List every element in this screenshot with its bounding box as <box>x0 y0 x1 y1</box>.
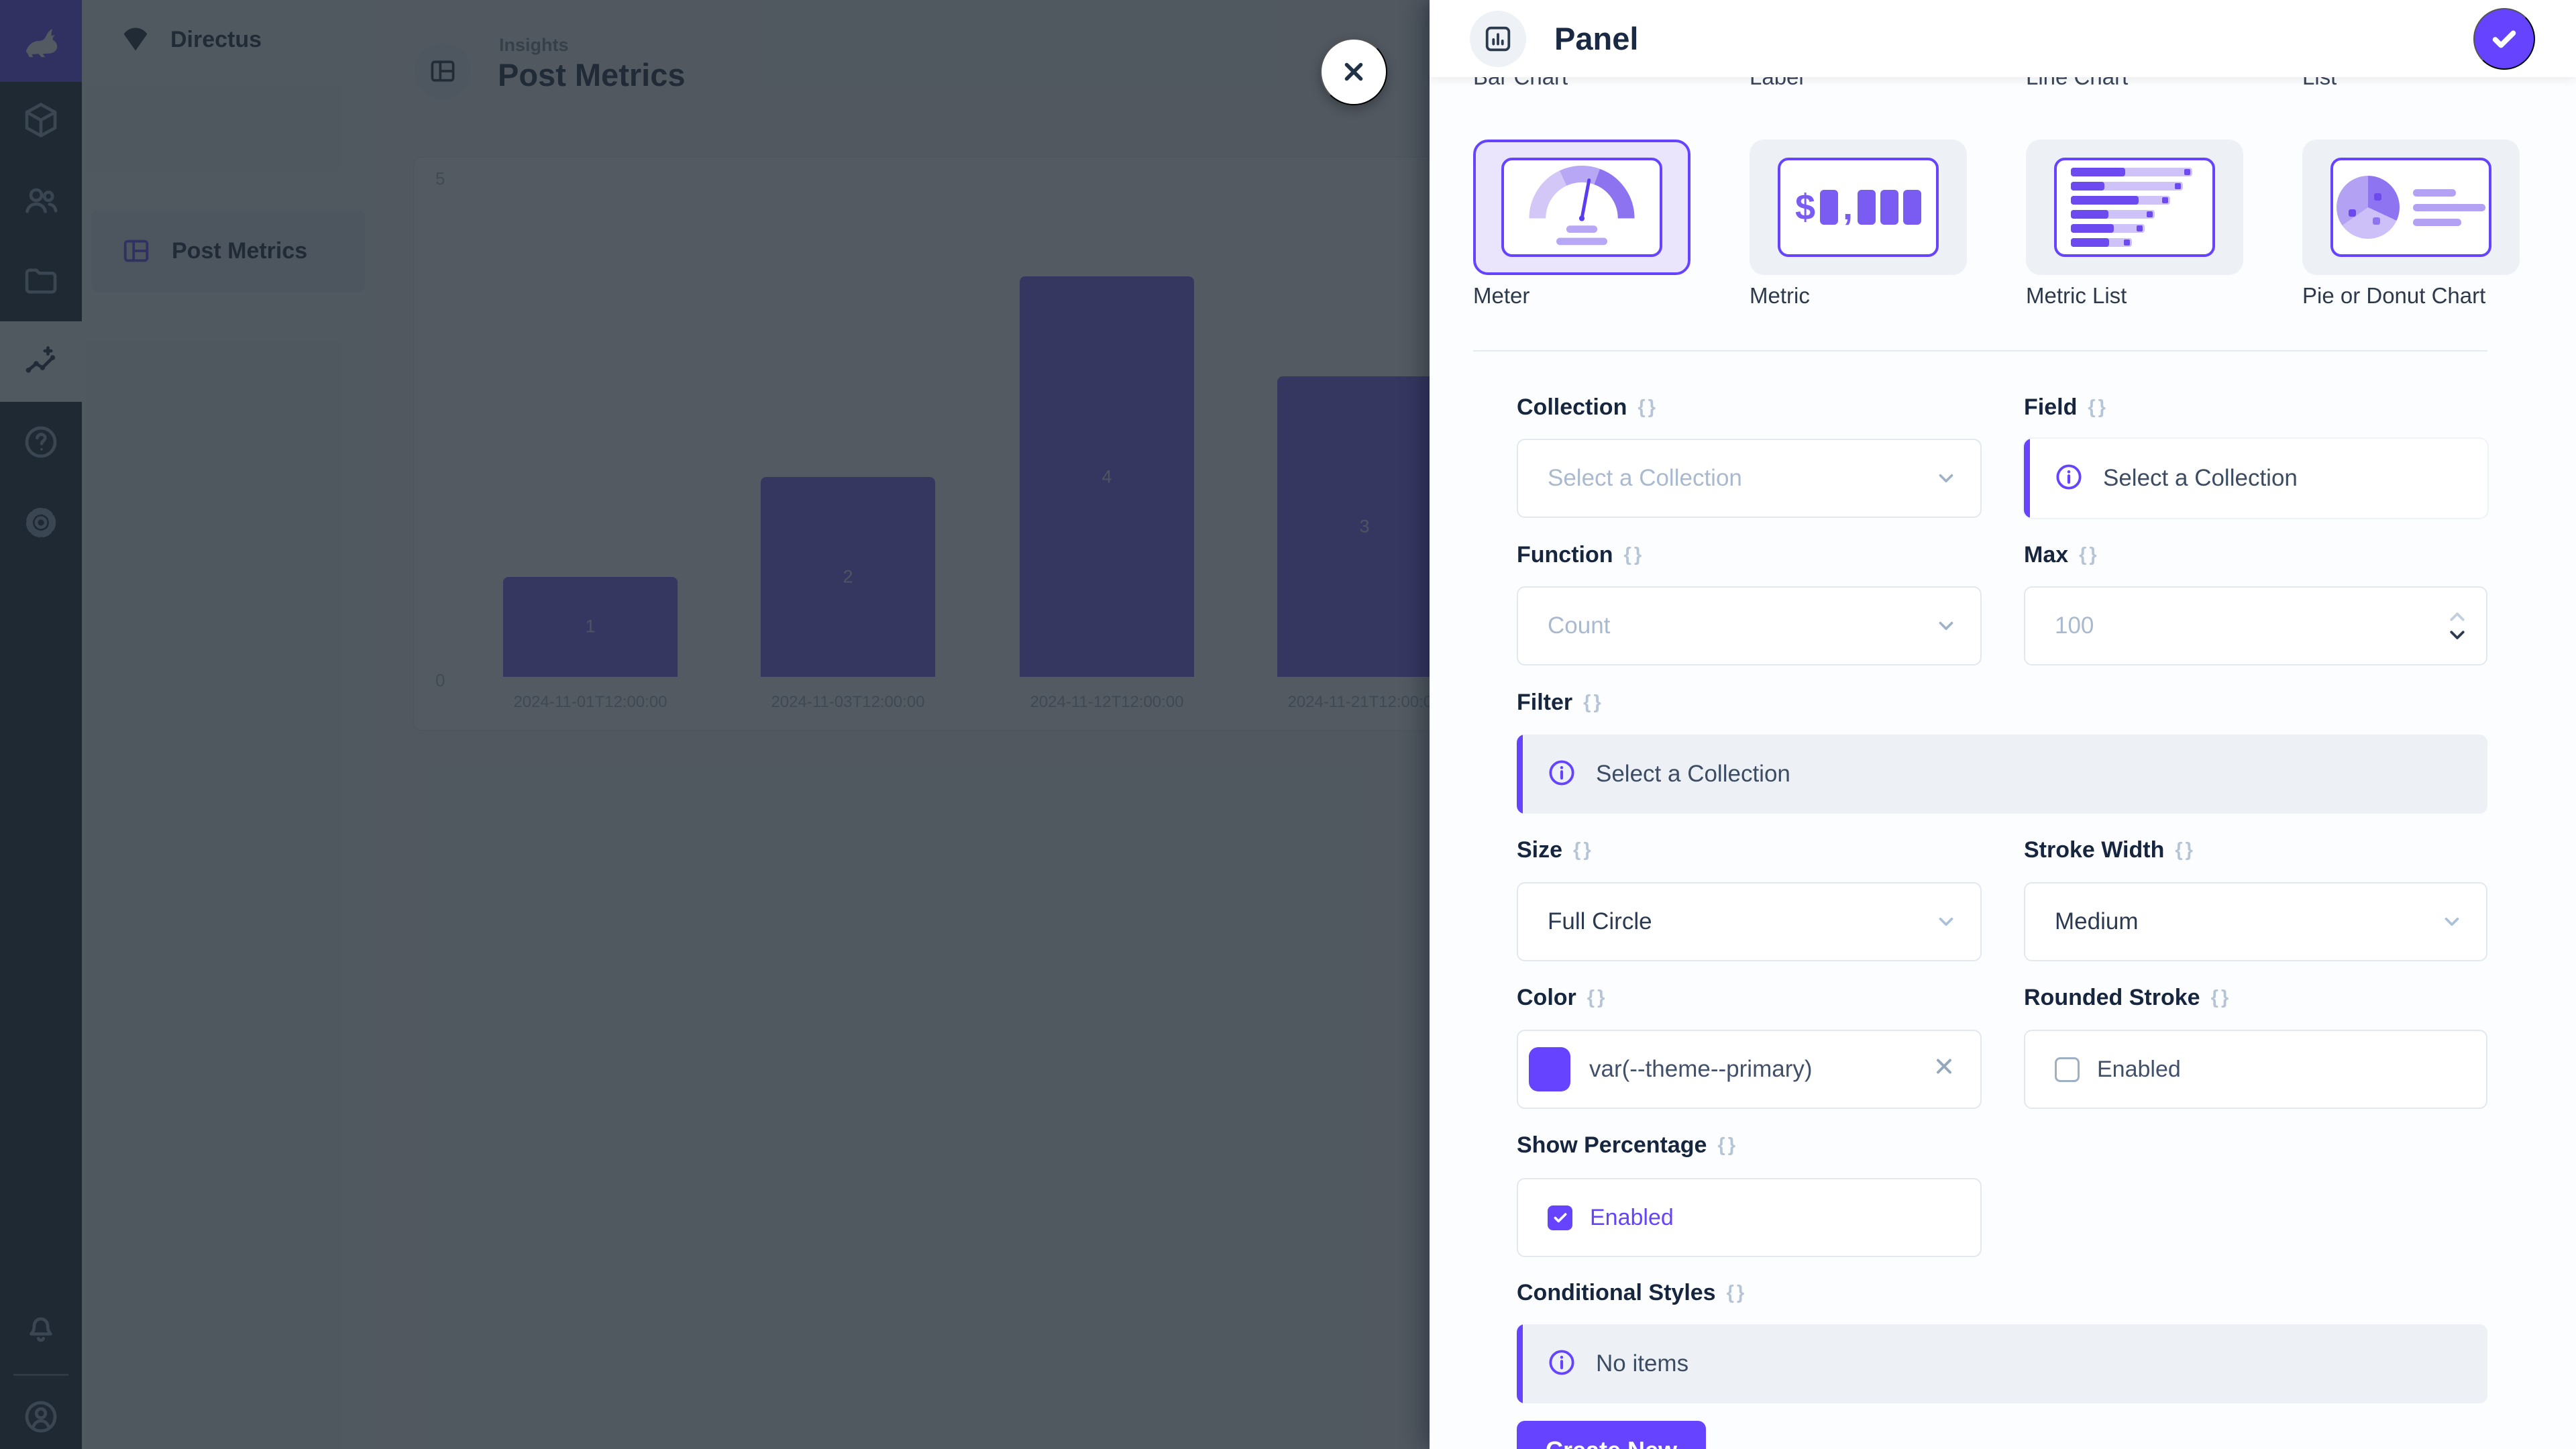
size-field-label: Size{} <box>1517 837 1594 863</box>
raw-value-icon[interactable]: {} <box>2079 544 2100 566</box>
filter-field-label: Filter{} <box>1517 690 1604 715</box>
drawer-title: Panel <box>1554 21 1639 56</box>
notice-accent-bar <box>1517 1324 1523 1403</box>
info-icon <box>2055 463 2083 494</box>
function-select[interactable]: Count <box>1517 586 1982 665</box>
color-input[interactable]: var(--theme--primary) <box>1517 1030 1982 1109</box>
panel-type-card-metric-list[interactable] <box>2026 140 2243 275</box>
max-field-label: Max{} <box>2024 542 2100 568</box>
checkmark-icon <box>2492 30 2516 48</box>
field-field-label: Field{} <box>2024 394 2108 420</box>
checkbox-unchecked[interactable] <box>2055 1057 2080 1082</box>
raw-value-icon[interactable]: {} <box>1587 987 1608 1008</box>
color-field-label: Color{} <box>1517 985 1608 1010</box>
pie-card-art <box>2330 158 2491 257</box>
raw-value-icon[interactable]: {} <box>2175 839 2196 861</box>
max-number-input[interactable]: 100 <box>2024 586 2487 665</box>
collection-field-label: Collection{} <box>1517 394 1658 420</box>
panel-chart-icon <box>1485 26 1511 51</box>
raw-value-icon[interactable]: {} <box>1623 544 1645 566</box>
rounded-stroke-field-label: Rounded Stroke{} <box>2024 985 2232 1010</box>
raw-value-icon[interactable]: {} <box>2088 396 2108 418</box>
show-percentage-checkbox-field[interactable]: Enabled <box>1517 1178 1982 1257</box>
chevron-down-icon <box>2440 910 2463 933</box>
divider <box>1473 350 2487 352</box>
panel-type-name-metric: Metric <box>1750 283 1810 308</box>
close-icon <box>1344 62 1363 81</box>
checkbox-checked[interactable] <box>1548 1205 1572 1230</box>
raw-value-icon[interactable]: {} <box>1638 396 1658 418</box>
size-select[interactable]: Full Circle <box>1517 882 1982 961</box>
panel-type-card-pie[interactable] <box>2302 140 2520 275</box>
field-notice: Select a Collection <box>2024 439 2487 518</box>
color-swatch[interactable] <box>1529 1047 1570 1091</box>
stroke-width-field-label: Stroke Width{} <box>2024 837 2196 863</box>
drawer-header: Panel <box>1430 0 2576 77</box>
raw-value-icon[interactable]: {} <box>1573 839 1594 861</box>
metric-card-art: $, <box>1778 158 1939 257</box>
info-icon <box>1548 759 1576 790</box>
metric-list-card-art <box>2054 158 2215 257</box>
panel-type-card-meter[interactable] <box>1473 140 1690 275</box>
panel-type-name-pie: Pie or Donut Chart <box>2302 283 2486 308</box>
stroke-width-select[interactable]: Medium <box>2024 882 2487 961</box>
chevron-down-icon <box>1935 467 1957 490</box>
panel-type-name-meter: Meter <box>1473 283 1530 308</box>
clear-icon[interactable] <box>1932 1055 1956 1085</box>
panel-type-name-metric-list: Metric List <box>2026 283 2127 308</box>
raw-value-icon[interactable]: {} <box>2210 987 2232 1008</box>
collection-select[interactable]: Select a Collection <box>1517 439 1982 518</box>
notice-accent-bar <box>2024 439 2030 518</box>
raw-value-icon[interactable]: {} <box>1726 1282 1748 1303</box>
chevron-down-icon <box>1935 910 1957 933</box>
panel-type-card-metric[interactable]: $, <box>1750 140 1967 275</box>
panel-drawer: Panel Bar Chart Label Line Chart List <box>1430 0 2576 1449</box>
drawer-backdrop[interactable] <box>0 0 1430 1449</box>
show-percentage-field-label: Show Percentage{} <box>1517 1132 1738 1158</box>
create-new-button[interactable]: Create New <box>1517 1421 1706 1449</box>
filter-notice: Select a Collection <box>1517 735 2487 814</box>
raw-value-icon[interactable]: {} <box>1583 692 1604 713</box>
conditional-styles-field-label: Conditional Styles{} <box>1517 1280 1748 1305</box>
conditional-styles-notice: No items <box>1517 1324 2487 1403</box>
function-field-label: Function{} <box>1517 542 1645 568</box>
close-drawer-button[interactable] <box>1320 38 1387 105</box>
save-panel-button[interactable] <box>2473 8 2535 70</box>
number-stepper[interactable] <box>2447 608 2467 643</box>
info-icon <box>1548 1348 1576 1380</box>
stepper-up-icon[interactable] <box>2447 608 2467 626</box>
stepper-down-icon[interactable] <box>2447 626 2467 643</box>
chevron-down-icon <box>1935 614 1957 637</box>
rounded-stroke-checkbox-field[interactable]: Enabled <box>2024 1030 2487 1109</box>
meter-card-art <box>1501 158 1662 257</box>
raw-value-icon[interactable]: {} <box>1717 1134 1738 1156</box>
drawer-icon-circle <box>1470 10 1526 67</box>
notice-accent-bar <box>1517 735 1523 814</box>
